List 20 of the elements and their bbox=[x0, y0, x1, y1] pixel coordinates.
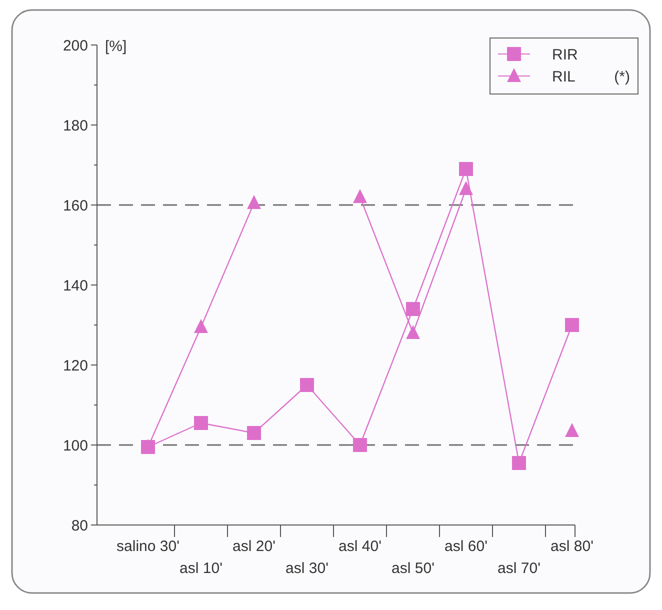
y-tick-label: 100 bbox=[62, 437, 88, 454]
x-tick-label: asl 20' bbox=[232, 538, 276, 555]
y-tick-label: 80 bbox=[71, 517, 88, 534]
text: (*) bbox=[614, 68, 630, 86]
legend-label: RIL bbox=[552, 68, 576, 86]
y-tick-label: 160 bbox=[62, 197, 88, 214]
y-tick-label: 200 bbox=[62, 37, 88, 54]
legend-label: RIR bbox=[552, 46, 578, 64]
x-tick-label: asl 40' bbox=[338, 538, 382, 555]
y-tick-label: 180 bbox=[62, 117, 88, 134]
x-tick-label: salino 30' bbox=[116, 538, 180, 555]
x-tick-label: asl 30' bbox=[286, 560, 329, 577]
x-tick-label: asl 10' bbox=[180, 560, 223, 577]
y-tick-label: 120 bbox=[62, 357, 88, 374]
x-tick-label: asl 70' bbox=[498, 560, 541, 577]
x-tick-label: asl 60' bbox=[444, 538, 488, 555]
x-tick-label: asl 80' bbox=[550, 538, 594, 555]
x-tick-label: asl 50' bbox=[392, 560, 435, 577]
y-axis-title: [%] bbox=[105, 38, 127, 55]
y-tick-label: 140 bbox=[62, 277, 88, 294]
